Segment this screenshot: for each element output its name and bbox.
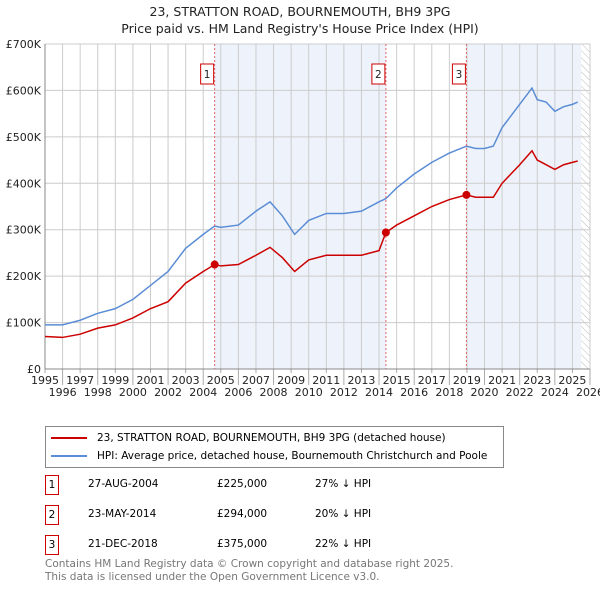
footer-line: This data is licensed under the Open Gov…	[45, 571, 380, 583]
x-tick-label: 2013	[347, 374, 375, 387]
sale-marker-number: 2	[375, 69, 382, 81]
footer: Contains HM Land Registry data © Crown c…	[45, 558, 453, 584]
y-tick-label: £600K	[6, 84, 42, 97]
x-tick-label: 2026	[576, 386, 600, 399]
sale-price: £294,000	[217, 508, 268, 520]
sale-marker-box	[451, 63, 466, 85]
sale-marker-number: 3	[456, 69, 463, 81]
y-tick-label: £0	[27, 363, 41, 376]
y-tick-label: £400K	[6, 177, 42, 190]
legend-swatch	[51, 455, 87, 457]
x-tick-label: 1999	[101, 374, 129, 387]
y-tick-label: £500K	[6, 131, 42, 144]
sale-date: 21-DEC-2018	[88, 538, 158, 550]
y-tick-label: £200K	[6, 270, 42, 283]
sale-row: 3 21-DEC-2018 £375,000 22% ↓ HPI	[45, 535, 565, 555]
x-tick-label: 1997	[66, 374, 94, 387]
x-tick-label: 2007	[242, 374, 270, 387]
x-tick-label: 2021	[488, 374, 516, 387]
x-tick-label: 2005	[207, 374, 235, 387]
sale-marker-number: 1	[204, 69, 211, 81]
sale-row: 2 23-MAY-2014 £294,000 20% ↓ HPI	[45, 505, 565, 525]
sale-point	[210, 260, 219, 269]
legend-swatch	[51, 437, 87, 439]
y-tick-label: £300K	[6, 224, 42, 237]
sale-marker-label: 2	[45, 505, 59, 525]
x-tick-label: 2009	[277, 374, 305, 387]
x-tick-label: 2001	[136, 374, 164, 387]
x-tick-label: 2006	[224, 386, 252, 399]
forecast-hatch	[581, 44, 590, 369]
x-tick-label: 2018	[435, 386, 463, 399]
x-tick-label: 1998	[84, 386, 112, 399]
sale-hpi-diff: 27% ↓ HPI	[315, 478, 372, 490]
sale-hpi-diff: 22% ↓ HPI	[315, 538, 372, 550]
x-tick-label: 2012	[330, 386, 358, 399]
price-paid-line	[44, 149, 578, 339]
x-tick-label: 2022	[506, 386, 534, 399]
x-tick-label: 2000	[119, 386, 147, 399]
x-tick-label: 2004	[189, 386, 217, 399]
sale-marker-box	[371, 63, 386, 85]
legend-label: 23, STRATTON ROAD, BOURNEMOUTH, BH9 3PG …	[97, 432, 446, 444]
y-tick-label: £700K	[6, 38, 42, 51]
sale-hpi-diff: 20% ↓ HPI	[315, 508, 372, 520]
chart-title: 23, STRATTON ROAD, BOURNEMOUTH, BH9 3PG	[149, 4, 451, 19]
y-tick-label: £100K	[6, 317, 42, 330]
shaded-region	[466, 44, 582, 369]
sale-marker-box	[200, 63, 215, 85]
legend-item-hpi: HPI: Average price, detached house, Bour…	[51, 449, 487, 463]
x-tick-label: 2003	[172, 374, 200, 387]
sale-price: £375,000	[217, 538, 268, 550]
footer-line: Contains HM Land Registry data © Crown c…	[45, 558, 454, 570]
sale-point	[462, 190, 471, 199]
x-tick-label: 2011	[312, 374, 340, 387]
x-tick-label: 2020	[471, 386, 499, 399]
legend-item-property: 23, STRATTON ROAD, BOURNEMOUTH, BH9 3PG …	[51, 431, 446, 445]
x-tick-label: 2025	[558, 374, 586, 387]
sale-marker-label: 1	[45, 475, 59, 495]
x-tick-label: 1996	[49, 386, 77, 399]
chart-subtitle: Price paid vs. HM Land Registry's House …	[121, 21, 479, 36]
x-tick-label: 2017	[418, 374, 446, 387]
sale-price: £225,000	[217, 478, 268, 490]
x-tick-label: 2010	[295, 386, 323, 399]
sale-marker-label: 3	[45, 535, 59, 555]
x-tick-label: 2015	[383, 374, 411, 387]
x-tick-label: 2016	[400, 386, 428, 399]
legend: 23, STRATTON ROAD, BOURNEMOUTH, BH9 3PG …	[45, 426, 504, 468]
x-tick-label: 2023	[523, 374, 551, 387]
x-tick-label: 2014	[365, 386, 393, 399]
sale-date: 27-AUG-2004	[88, 478, 159, 490]
legend-label: HPI: Average price, detached house, Bour…	[97, 450, 488, 462]
x-tick-label: 2002	[154, 386, 182, 399]
sale-point	[381, 228, 390, 237]
x-tick-label: 2024	[541, 386, 569, 399]
x-tick-label: 2019	[453, 374, 481, 387]
x-tick-label: 1995	[31, 374, 59, 387]
sale-date: 23-MAY-2014	[88, 508, 157, 520]
hpi-line	[45, 86, 578, 326]
shaded-region	[214, 44, 386, 369]
plot-area: 1995199619971998199920002001200220032004…	[6, 38, 600, 399]
sale-row: 1 27-AUG-2004 £225,000 27% ↓ HPI	[45, 475, 565, 495]
x-tick-label: 2008	[260, 386, 288, 399]
